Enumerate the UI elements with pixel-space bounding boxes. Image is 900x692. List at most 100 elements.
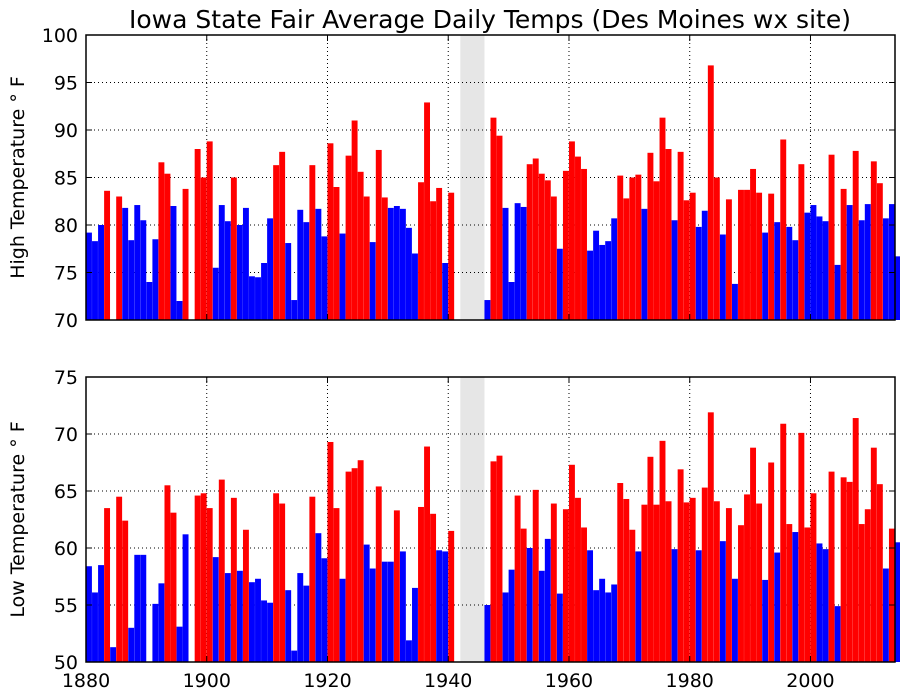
bar-high-1917 [309, 165, 316, 320]
bar-high-2004 [834, 264, 841, 320]
bar-high-1898 [194, 149, 201, 320]
bar-low-1924 [351, 468, 358, 662]
bar-low-1949 [502, 592, 509, 662]
bar-low-2009 [864, 509, 871, 662]
bar-low-1905 [236, 570, 243, 662]
bar-low-1947 [490, 461, 497, 662]
bar-high-1890 [146, 282, 153, 320]
bar-low-1894 [170, 512, 177, 662]
bar-low-2004 [834, 606, 841, 662]
bar-high-1927 [369, 242, 376, 320]
bar-low-1927 [369, 568, 376, 662]
bar-high-1934 [412, 253, 418, 320]
bar-high-1992 [762, 232, 769, 320]
bar-low-1984 [713, 501, 720, 662]
bar-high-1961 [575, 156, 581, 320]
bar-high-1900 [206, 141, 213, 320]
bar-low-1891 [152, 603, 159, 662]
y-tick-label: 75 [54, 367, 78, 389]
bar-high-1971 [635, 174, 642, 320]
bar-high-1979 [683, 200, 690, 320]
low-temperature-panel: 50 55 60 65 70 75 1880 1900 1920 1940 1960 1980 2000… [7, 367, 900, 692]
bar-low-1972 [641, 504, 648, 662]
bar-low-1953 [526, 548, 533, 662]
bar-high-1980 [689, 192, 696, 320]
bar-high-2002 [822, 221, 829, 320]
bar-low-1889 [140, 554, 147, 662]
bar-high-1946 [484, 300, 491, 320]
bar-high-1977 [671, 220, 678, 320]
bar-high-1966 [605, 241, 612, 320]
bar-high-1916 [303, 222, 310, 320]
bar-low-1994 [774, 552, 781, 662]
x-tick-label: 1920 [303, 670, 351, 692]
bar-low-1939 [442, 551, 449, 662]
bar-high-1919 [321, 236, 328, 320]
bar-high-1905 [236, 225, 243, 320]
bar-high-1906 [242, 207, 249, 320]
bar-high-1911 [273, 165, 280, 320]
bar-high-1965 [599, 244, 606, 320]
y-tick-label: 100 [42, 25, 78, 47]
y-tick-label: 60 [54, 538, 78, 560]
bar-low-1996 [786, 524, 793, 662]
bar-low-1914 [291, 650, 298, 662]
bar-high-2003 [828, 154, 835, 320]
bar-high-1955 [538, 173, 545, 320]
bar-high-1994 [774, 222, 781, 320]
bar-high-1910 [267, 218, 274, 320]
bar-low-1912 [279, 503, 286, 662]
bar-low-1880 [86, 566, 92, 662]
bar-high-1939 [442, 263, 449, 320]
bar-high-1956 [544, 180, 551, 320]
bar-high-1887 [128, 240, 135, 320]
bar-high-1901 [212, 267, 219, 320]
bar-low-1976 [665, 501, 672, 662]
bar-low-1903 [224, 573, 231, 662]
bar-high-1975 [659, 117, 666, 321]
bar-high-1987 [731, 283, 738, 320]
bar-high-1983 [707, 65, 714, 321]
bar-high-1933 [405, 227, 412, 320]
y-tick-label: 65 [54, 481, 78, 503]
x-tick-label: 1880 [62, 670, 110, 692]
bar-high-1928 [375, 149, 382, 320]
bar-low-1909 [261, 600, 267, 662]
bar-high-1907 [249, 276, 255, 320]
bar-high-1894 [170, 206, 177, 320]
bar-high-1995 [780, 139, 787, 320]
y-tick-label: 70 [54, 310, 78, 332]
bar-high-1993 [768, 193, 775, 320]
bar-high-1953 [526, 164, 533, 320]
bar-high-1958 [556, 248, 563, 320]
bar-low-1963 [587, 550, 594, 662]
bar-high-1989 [744, 189, 750, 320]
bar-low-2003 [828, 471, 835, 662]
bar-low-1926 [363, 544, 370, 662]
bar-low-1928 [375, 486, 382, 662]
bar-low-1934 [412, 587, 418, 662]
x-tick-label: 1960 [545, 670, 593, 692]
bar-low-2008 [858, 524, 865, 662]
bar-low-1931 [393, 510, 400, 662]
bar-high-1930 [387, 207, 394, 320]
bar-low-1977 [671, 549, 678, 662]
bar-high-1963 [587, 250, 594, 320]
bar-low-1936 [424, 446, 431, 662]
bar-high-1929 [381, 197, 388, 320]
bar-high-1969 [623, 198, 630, 320]
x-tick-label: 2000 [786, 670, 834, 692]
bar-high-1912 [279, 151, 286, 320]
bar-low-1955 [538, 570, 545, 662]
bar-low-1979 [683, 502, 690, 662]
bar-high-1978 [677, 151, 684, 320]
bar-low-1917 [309, 496, 316, 662]
bar-high-1968 [617, 175, 624, 320]
bar-low-1993 [768, 462, 775, 662]
bar-high-1902 [218, 205, 225, 320]
bar-low-1968 [617, 483, 624, 662]
plot-frame [85, 376, 896, 663]
y-tick-label: 80 [54, 215, 78, 237]
bar-low-1960 [568, 464, 575, 662]
